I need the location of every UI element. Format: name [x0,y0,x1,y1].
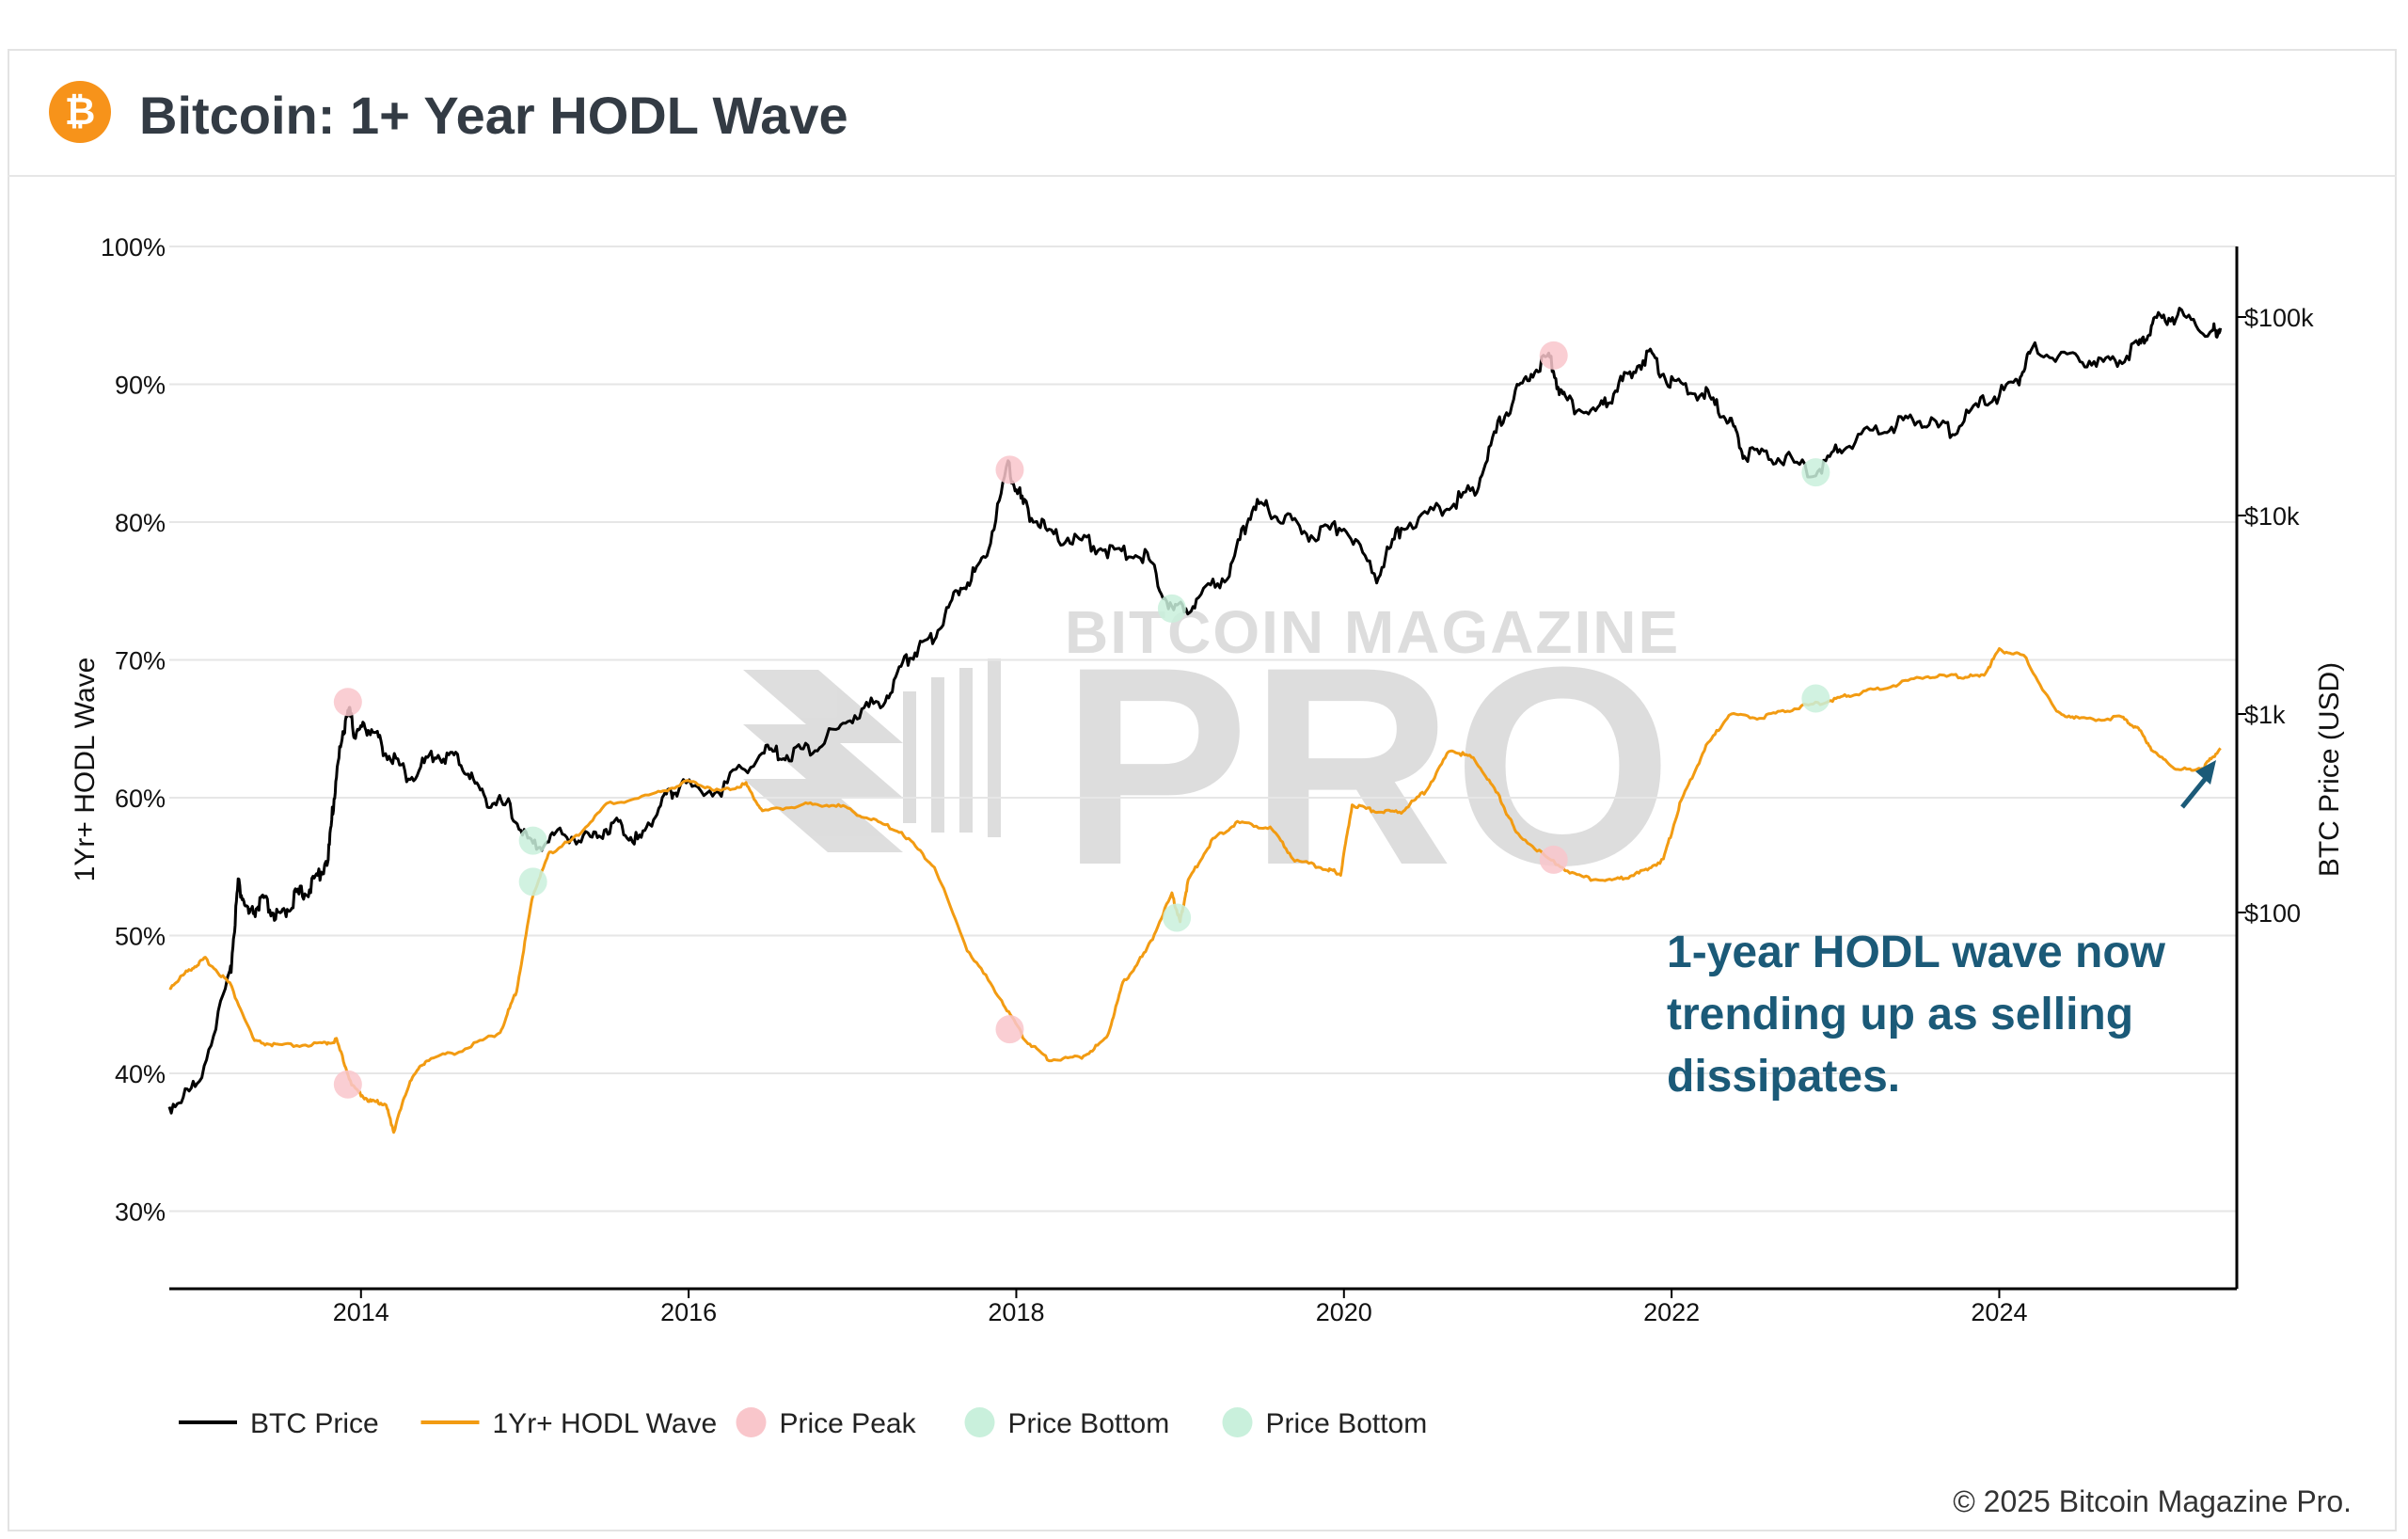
x-tick-label: 2016 [660,1298,717,1326]
copyright-text: © 2025 Bitcoin Magazine Pro. [1953,1484,2352,1518]
price-peak-marker [1539,341,1568,370]
price-peak-marker [333,1070,362,1099]
legend-label: Price Bottom [1008,1408,1170,1439]
ticks: 30% 40% 50% 60% 70% 80% 90% 100% $100 $1k $10k $100… [101,233,2314,1326]
price-peak-marker [995,455,1024,484]
y-left-tick-label: 40% [115,1060,166,1088]
y-axis-left-label: 1Yr+ HODL Wave [70,658,101,882]
series-layer [167,307,2223,1134]
bitcoin-logo-icon: ₿ [49,81,111,143]
annotation-text: 1-year HODL wave now trending up as sell… [1667,928,2165,1102]
axes [169,246,2239,1291]
legend-label: Price Bottom [1266,1408,1428,1439]
btc-price-line [167,307,2223,1115]
grid [169,246,2237,1213]
price-peak-marker [995,1015,1024,1044]
legend-price-bottom-swatch [964,1407,995,1437]
x-tick-label: 2024 [1971,1298,2027,1326]
watermark-stripes-icon [743,658,1001,852]
price-bottom-marker [1157,594,1186,623]
y-left-tick-label: 100% [101,233,166,262]
legend-label: BTC Price [250,1408,379,1439]
y-right-tick-label: $100 [2244,899,2301,928]
price-bottom-marker [1163,903,1192,932]
y-left-tick-label: 80% [115,509,166,537]
y-right-tick-label: $100k [2244,304,2314,332]
x-tick-label: 2020 [1316,1298,1372,1326]
legend-label: Price Peak [780,1408,917,1439]
x-tick-label: 2018 [988,1298,1044,1326]
trend-arrow-icon [2180,760,2216,809]
hodl-wave-line [168,647,2222,1134]
y-left-tick-label: 30% [115,1198,166,1227]
legend: BTC Price 1Yr+ HODL Wave Price Peak Price B… [179,1407,1427,1439]
x-tick-label: 2022 [1643,1298,1700,1326]
legend-price-peak-swatch [736,1407,767,1437]
chart-frame [8,49,2397,1531]
y-left-tick-label: 90% [115,372,166,400]
price-bottom-marker [518,826,547,855]
y-right-tick-label: $10k [2244,502,2300,531]
price-peak-marker [333,688,362,717]
chart-header [8,49,2397,177]
y-left-tick-label: 60% [115,785,166,813]
markers-layer [333,341,1830,1099]
price-bottom-marker [1801,684,1830,713]
price-peak-marker [1539,845,1568,874]
y-axis-right-label: BTC Price (USD) [2314,662,2345,877]
y-left-tick-label: 50% [115,923,166,951]
chart-title: Bitcoin: 1+ Year HODL Wave [139,86,848,145]
watermark: BITCOIN MAGAZINE PRO [743,598,1678,924]
price-bottom-marker [1801,458,1830,487]
legend-label: 1Yr+ HODL Wave [493,1408,718,1439]
y-right-tick-label: $1k [2244,701,2286,729]
x-tick-label: 2014 [333,1298,389,1326]
y-left-tick-label: 70% [115,647,166,675]
price-bottom-marker [518,867,547,896]
legend-price-bottom-swatch [1222,1407,1253,1437]
